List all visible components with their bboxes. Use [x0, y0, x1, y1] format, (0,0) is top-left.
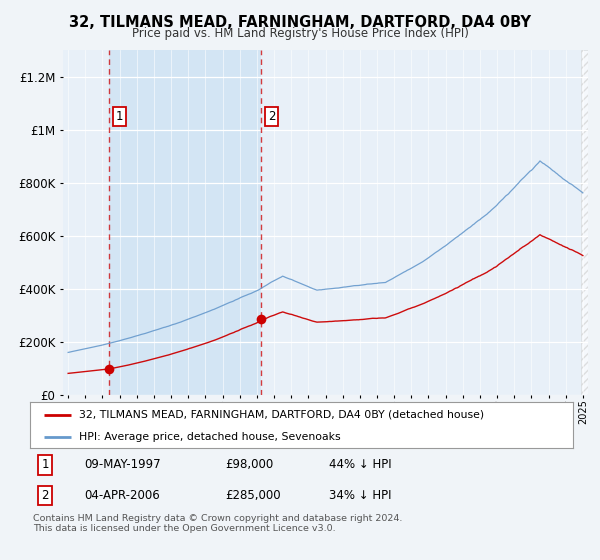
Text: 1: 1: [41, 459, 49, 472]
Text: 44% ↓ HPI: 44% ↓ HPI: [329, 459, 391, 472]
Text: Price paid vs. HM Land Registry's House Price Index (HPI): Price paid vs. HM Land Registry's House …: [131, 27, 469, 40]
Text: Contains HM Land Registry data © Crown copyright and database right 2024.
This d: Contains HM Land Registry data © Crown c…: [33, 514, 403, 534]
Bar: [581, 50, 596, 395]
Text: £98,000: £98,000: [226, 459, 274, 472]
Text: 09-MAY-1997: 09-MAY-1997: [85, 459, 161, 472]
Text: HPI: Average price, detached house, Sevenoaks: HPI: Average price, detached house, Seve…: [79, 432, 340, 441]
Text: 1: 1: [116, 110, 123, 123]
Text: 32, TILMANS MEAD, FARNINGHAM, DARTFORD, DA4 0BY: 32, TILMANS MEAD, FARNINGHAM, DARTFORD, …: [69, 15, 531, 30]
Text: 2: 2: [41, 489, 49, 502]
Text: 2: 2: [268, 110, 275, 123]
Text: 04-APR-2006: 04-APR-2006: [85, 489, 160, 502]
Text: 32, TILMANS MEAD, FARNINGHAM, DARTFORD, DA4 0BY (detached house): 32, TILMANS MEAD, FARNINGHAM, DARTFORD, …: [79, 410, 484, 420]
Bar: [109, 50, 261, 395]
Text: 34% ↓ HPI: 34% ↓ HPI: [329, 489, 391, 502]
Text: £285,000: £285,000: [226, 489, 281, 502]
